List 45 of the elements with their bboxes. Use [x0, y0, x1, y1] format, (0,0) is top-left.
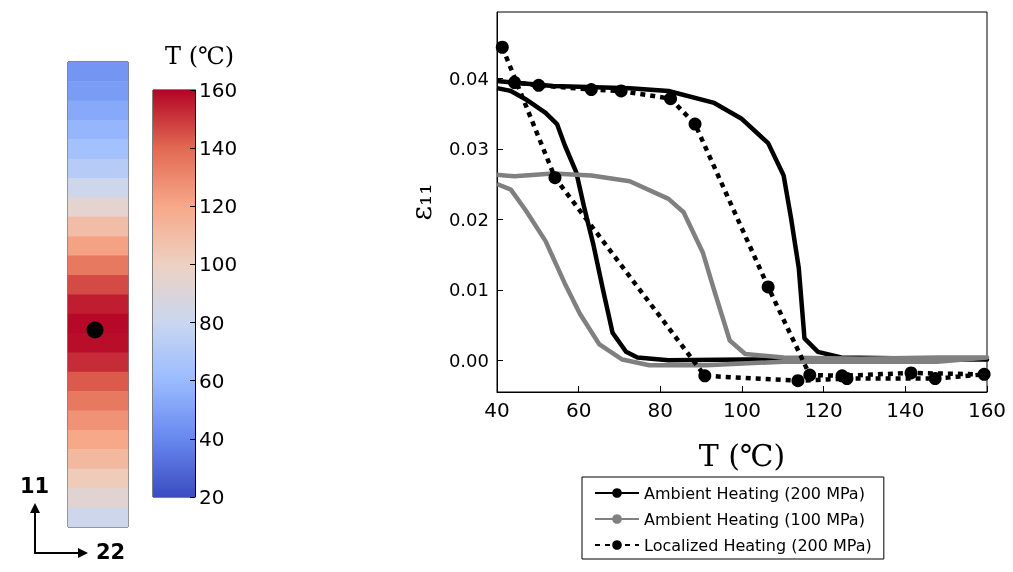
point [803, 368, 817, 382]
point [977, 367, 991, 381]
color-bar-label: 80 [199, 310, 225, 335]
color-bar-label: 60 [199, 368, 225, 393]
color-bar-label: 120 [199, 194, 238, 219]
y-tick-label: 0.04 [448, 67, 489, 89]
x-tick-label: 100 [722, 398, 762, 422]
point [664, 92, 678, 106]
color-bar-label: 100 [199, 252, 238, 277]
legend-label: Ambient Heating (100 MPa) [644, 509, 865, 529]
color-bar-title: T (℃) [165, 42, 235, 70]
color-bar-label: 140 [199, 136, 238, 161]
line-series [494, 171, 990, 368]
point [548, 171, 562, 185]
x-tick-label: 80 [647, 398, 674, 422]
y-axis-title: ε₁₁ [404, 183, 438, 221]
point [698, 369, 712, 383]
point [761, 280, 775, 294]
x-tick-label: 60 [565, 398, 592, 422]
text: 11 [20, 474, 50, 498]
y-tick-label: 0.02 [448, 208, 489, 230]
x-tick-label: 140 [886, 398, 925, 422]
point [791, 374, 805, 388]
x-tick-label: 40 [484, 398, 510, 422]
x-axis-title: T (℃) [698, 437, 786, 473]
point [835, 369, 849, 383]
x-tick-label: 160 [967, 398, 1007, 422]
y-tick-label: 0.03 [448, 138, 489, 160]
color-bar-label: 40 [199, 426, 225, 451]
point [904, 366, 918, 380]
point [928, 372, 942, 386]
point [614, 84, 628, 98]
color-bar-label: 160 [199, 78, 238, 102]
point [495, 40, 509, 54]
point [688, 117, 702, 131]
color-bar-label: 20 [199, 485, 225, 509]
legend-label: Localized Heating (200 MPa) [644, 535, 872, 555]
point [584, 83, 598, 97]
y-tick-label: 0.01 [448, 279, 489, 301]
legend-label: Ambient Heating (200 MPa) [644, 483, 865, 503]
text: 22 [96, 540, 126, 564]
point [508, 76, 522, 89]
point [532, 78, 546, 92]
x-tick-label: 120 [804, 398, 843, 422]
y-tick-label: 0.00 [448, 349, 489, 371]
